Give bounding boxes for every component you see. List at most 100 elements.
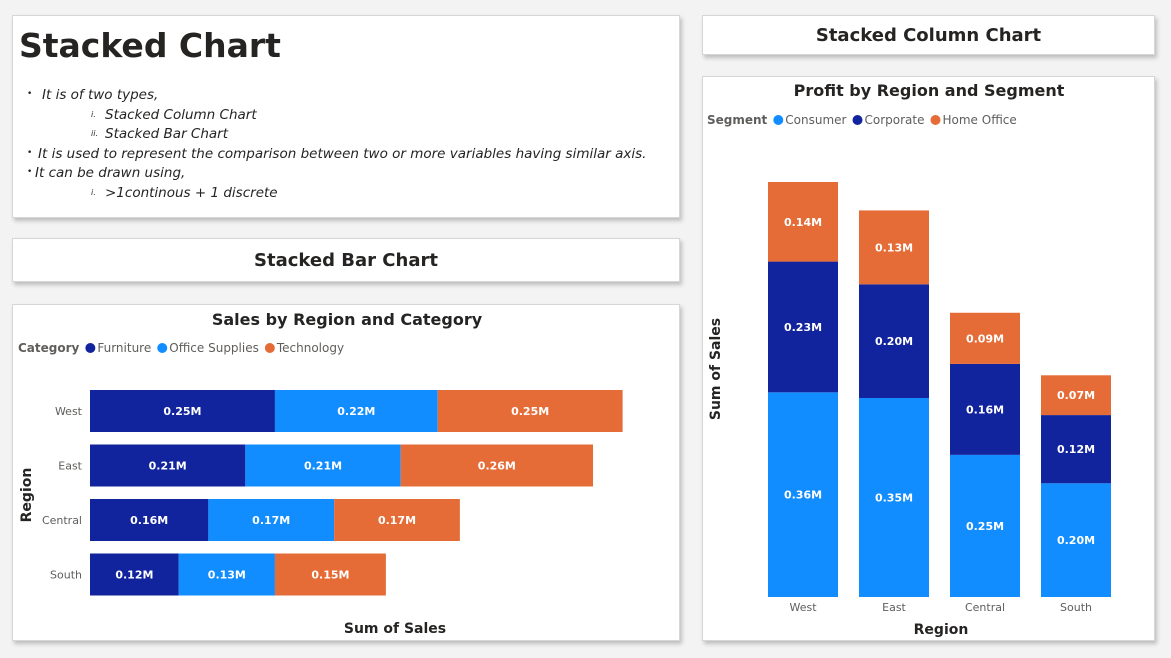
y-tick-label: West (55, 405, 83, 418)
data-label: 0.17M (378, 514, 416, 527)
text-box-card: Stacked Chart • It is of two types, i. Sta… (12, 15, 680, 218)
stacked-column-header-card: Stacked Column Chart (702, 15, 1155, 55)
legend[interactable]: Furniture Office Supplies Technology (85, 341, 344, 355)
legend[interactable]: Consumer Corporate Home Office (773, 113, 1017, 127)
legend-label: Office Supplies (169, 341, 259, 355)
bullet-text: It is of two types, (42, 87, 159, 103)
x-tick-label: West (789, 601, 817, 614)
x-tick-label: South (1060, 601, 1092, 614)
x-axis-title: Sum of Sales (344, 621, 446, 637)
column-segment-corporate-east[interactable] (859, 284, 929, 399)
sales-bar-chart-card[interactable]: Sales by Region and Category Category Fu… (12, 304, 680, 641)
bar-segment-office-supplies-central[interactable] (208, 499, 335, 541)
bar-segment-technology-east[interactable] (400, 444, 594, 487)
bar-segment-furniture-east[interactable] (90, 444, 246, 487)
legend-item-office-supplies[interactable]: Office Supplies (157, 341, 259, 355)
bullet-text: It is used to represent the comparison b… (38, 145, 647, 162)
stacked-bar-header-card: Stacked Bar Chart (12, 238, 680, 282)
sub-bullet-item: ii. Stacked Bar Chart (23, 125, 673, 145)
sub-bullet-marker: i. (91, 187, 96, 197)
legend-label: Corporate (865, 113, 925, 127)
data-label: 0.16M (966, 403, 1004, 416)
bar-segment-office-supplies-east[interactable] (245, 444, 401, 487)
column-segment-corporate-west[interactable] (768, 261, 838, 393)
bar-segment-furniture-west[interactable] (90, 390, 275, 432)
data-label: 0.14M (784, 216, 822, 229)
bar-segment-furniture-central[interactable] (90, 499, 209, 541)
data-label: 0.21M (304, 460, 342, 473)
data-label: 0.35M (875, 492, 913, 505)
data-label: 0.16M (130, 514, 168, 527)
column-segment-consumer-south[interactable] (1041, 483, 1111, 597)
sub-bullet-text: >1continous + 1 discrete (105, 184, 278, 201)
data-label: 0.25M (966, 520, 1004, 533)
data-label: 0.20M (875, 335, 913, 348)
column-segment-consumer-central[interactable] (950, 454, 1020, 597)
legend-marker (85, 343, 96, 353)
data-label: 0.22M (337, 405, 375, 418)
column-segment-corporate-central[interactable] (950, 363, 1020, 455)
sub-bullet-item: i. Stacked Column Chart (23, 106, 673, 126)
data-label: 0.15M (311, 569, 349, 582)
data-label: 0.26M (478, 460, 516, 473)
column-segment-consumer-east[interactable] (859, 398, 929, 597)
data-label: 0.36M (784, 489, 822, 502)
bar-segment-technology-central[interactable] (334, 499, 460, 541)
column-marks: 0.36M 0.23M 0.14M 0.35M 0.20M 0.13M 0.25M 0.16M… (768, 182, 1111, 597)
column-segment-home-office-central[interactable] (950, 312, 1020, 364)
data-label: 0.12M (1057, 443, 1095, 456)
legend-label: Furniture (97, 341, 151, 355)
x-axis-title: Region (914, 622, 969, 638)
bullet-item: • It is used to represent the comparison … (23, 145, 673, 165)
bar-segment-technology-south[interactable] (274, 553, 386, 596)
sub-bullet-text: Stacked Column Chart (105, 106, 257, 123)
stacked-bar-header-text: Stacked Bar Chart (254, 249, 438, 271)
legend-label: Consumer (785, 113, 846, 127)
data-label: 0.23M (784, 321, 822, 334)
column-segment-home-office-west[interactable] (768, 182, 838, 262)
data-label: 0.17M (252, 514, 290, 527)
legend-item-technology[interactable]: Technology (264, 341, 344, 355)
page-title: Stacked Chart (19, 26, 281, 65)
legend-item-furniture[interactable]: Furniture (85, 341, 151, 355)
column-segment-home-office-south[interactable] (1041, 375, 1111, 416)
stacked-column-header-text: Stacked Column Chart (815, 24, 1042, 46)
sub-bullet-text: Stacked Bar Chart (105, 126, 229, 142)
data-label: 0.21M (149, 460, 187, 473)
sales-bar-chart: Sales by Region and Category Category Fu… (18, 310, 623, 637)
profit-column-chart: Profit by Region and Segment Segment Con… (707, 81, 1111, 638)
sub-bullet-item: i. >1continous + 1 discrete (23, 184, 673, 204)
legend-item-corporate[interactable]: Corporate (852, 113, 925, 127)
legend-marker (157, 343, 168, 353)
data-label: 0.25M (511, 405, 549, 418)
bullet-marker: • (27, 167, 33, 177)
bar-segment-furniture-south[interactable] (90, 553, 179, 596)
y-axis-title: Region (19, 468, 35, 523)
x-tick-label: Central (965, 601, 1005, 614)
column-segment-corporate-south[interactable] (1041, 415, 1111, 484)
column-segment-consumer-west[interactable] (768, 392, 838, 597)
bullet-text: It can be drawn using, (35, 165, 186, 181)
data-label: 0.13M (875, 241, 913, 254)
legend-item-home-office[interactable]: Home Office (930, 113, 1017, 127)
legend-label: Home Office (943, 113, 1017, 127)
bullet-item: • It can be drawn using, (23, 164, 673, 184)
data-label: 0.09M (966, 332, 1004, 345)
bar-segment-technology-west[interactable] (437, 390, 623, 432)
bullet-marker: • (27, 147, 33, 158)
legend-item-consumer[interactable]: Consumer (773, 113, 847, 127)
profit-column-chart-card[interactable]: Profit by Region and Segment Segment Con… (702, 76, 1155, 641)
chart-title: Sales by Region and Category (212, 310, 483, 329)
legend-marker (852, 115, 863, 125)
data-label: 0.13M (208, 569, 246, 582)
sub-bullet-marker: ii. (91, 129, 98, 138)
y-tick-label: East (58, 460, 82, 473)
x-tick-label: East (882, 601, 906, 614)
legend-label: Technology (276, 341, 344, 355)
bar-segment-office-supplies-south[interactable] (178, 553, 275, 596)
bar-segment-office-supplies-west[interactable] (274, 390, 438, 432)
column-segment-home-office-east[interactable] (859, 210, 929, 285)
y-axis-title: Sum of Sales (708, 318, 724, 420)
bullet-marker: • (27, 89, 33, 99)
legend-marker (930, 115, 941, 125)
